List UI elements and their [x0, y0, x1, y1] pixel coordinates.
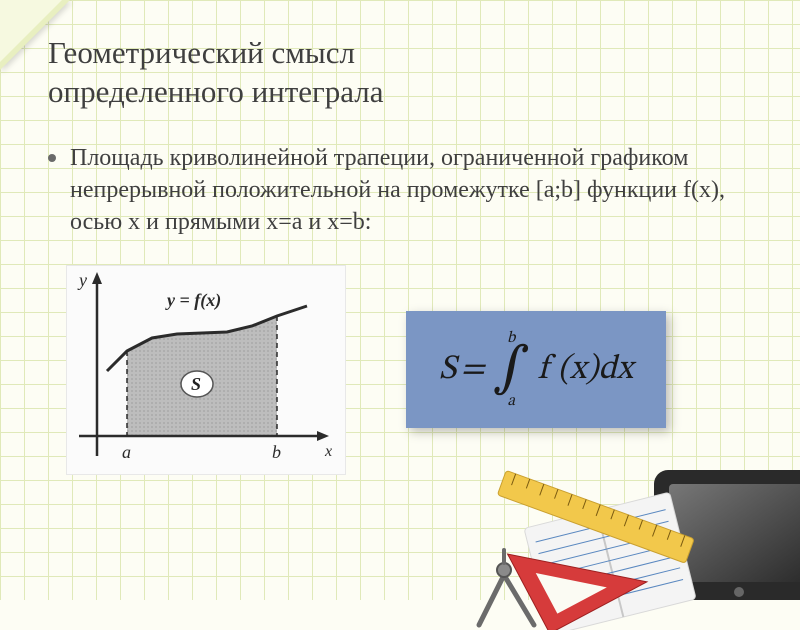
integral-formula: S = b ∫ a f (x)dx [439, 331, 633, 408]
svg-text:b: b [272, 442, 281, 462]
svg-text:x: x [324, 443, 332, 460]
svg-text:y: y [77, 270, 87, 290]
graph-figure: y x a b y = f(x) S [66, 265, 346, 475]
slide-content: Геометрический смысл определенного интег… [0, 0, 800, 475]
integral-lower: a [507, 394, 515, 408]
bullet-item: Площадь криволинейной трапеции, ограниче… [48, 142, 752, 239]
title-line-2: определенного интеграла [48, 74, 384, 109]
formula-eq: = [460, 353, 484, 387]
integral-sign-icon: ∫ [493, 345, 530, 394]
title-line-1: Геометрический смысл [48, 35, 355, 70]
figure-row: y x a b y = f(x) S S = b ∫ a f (x)dx [48, 265, 752, 475]
formula-integrand: f (x)dx [538, 353, 633, 387]
integral-symbol: b ∫ a [493, 331, 530, 408]
svg-text:a: a [122, 442, 131, 462]
slide-title: Геометрический смысл определенного интег… [48, 34, 752, 112]
body-paragraph: Площадь криволинейной трапеции, ограниче… [70, 142, 752, 239]
formula-lhs: S [439, 353, 456, 387]
svg-text:S: S [191, 374, 201, 394]
integral-formula-box: S = b ∫ a f (x)dx [406, 311, 666, 428]
svg-text:y = f(x): y = f(x) [165, 290, 221, 311]
bullet-dot-icon [48, 154, 56, 162]
graph-svg: y x a b y = f(x) S [67, 266, 347, 476]
